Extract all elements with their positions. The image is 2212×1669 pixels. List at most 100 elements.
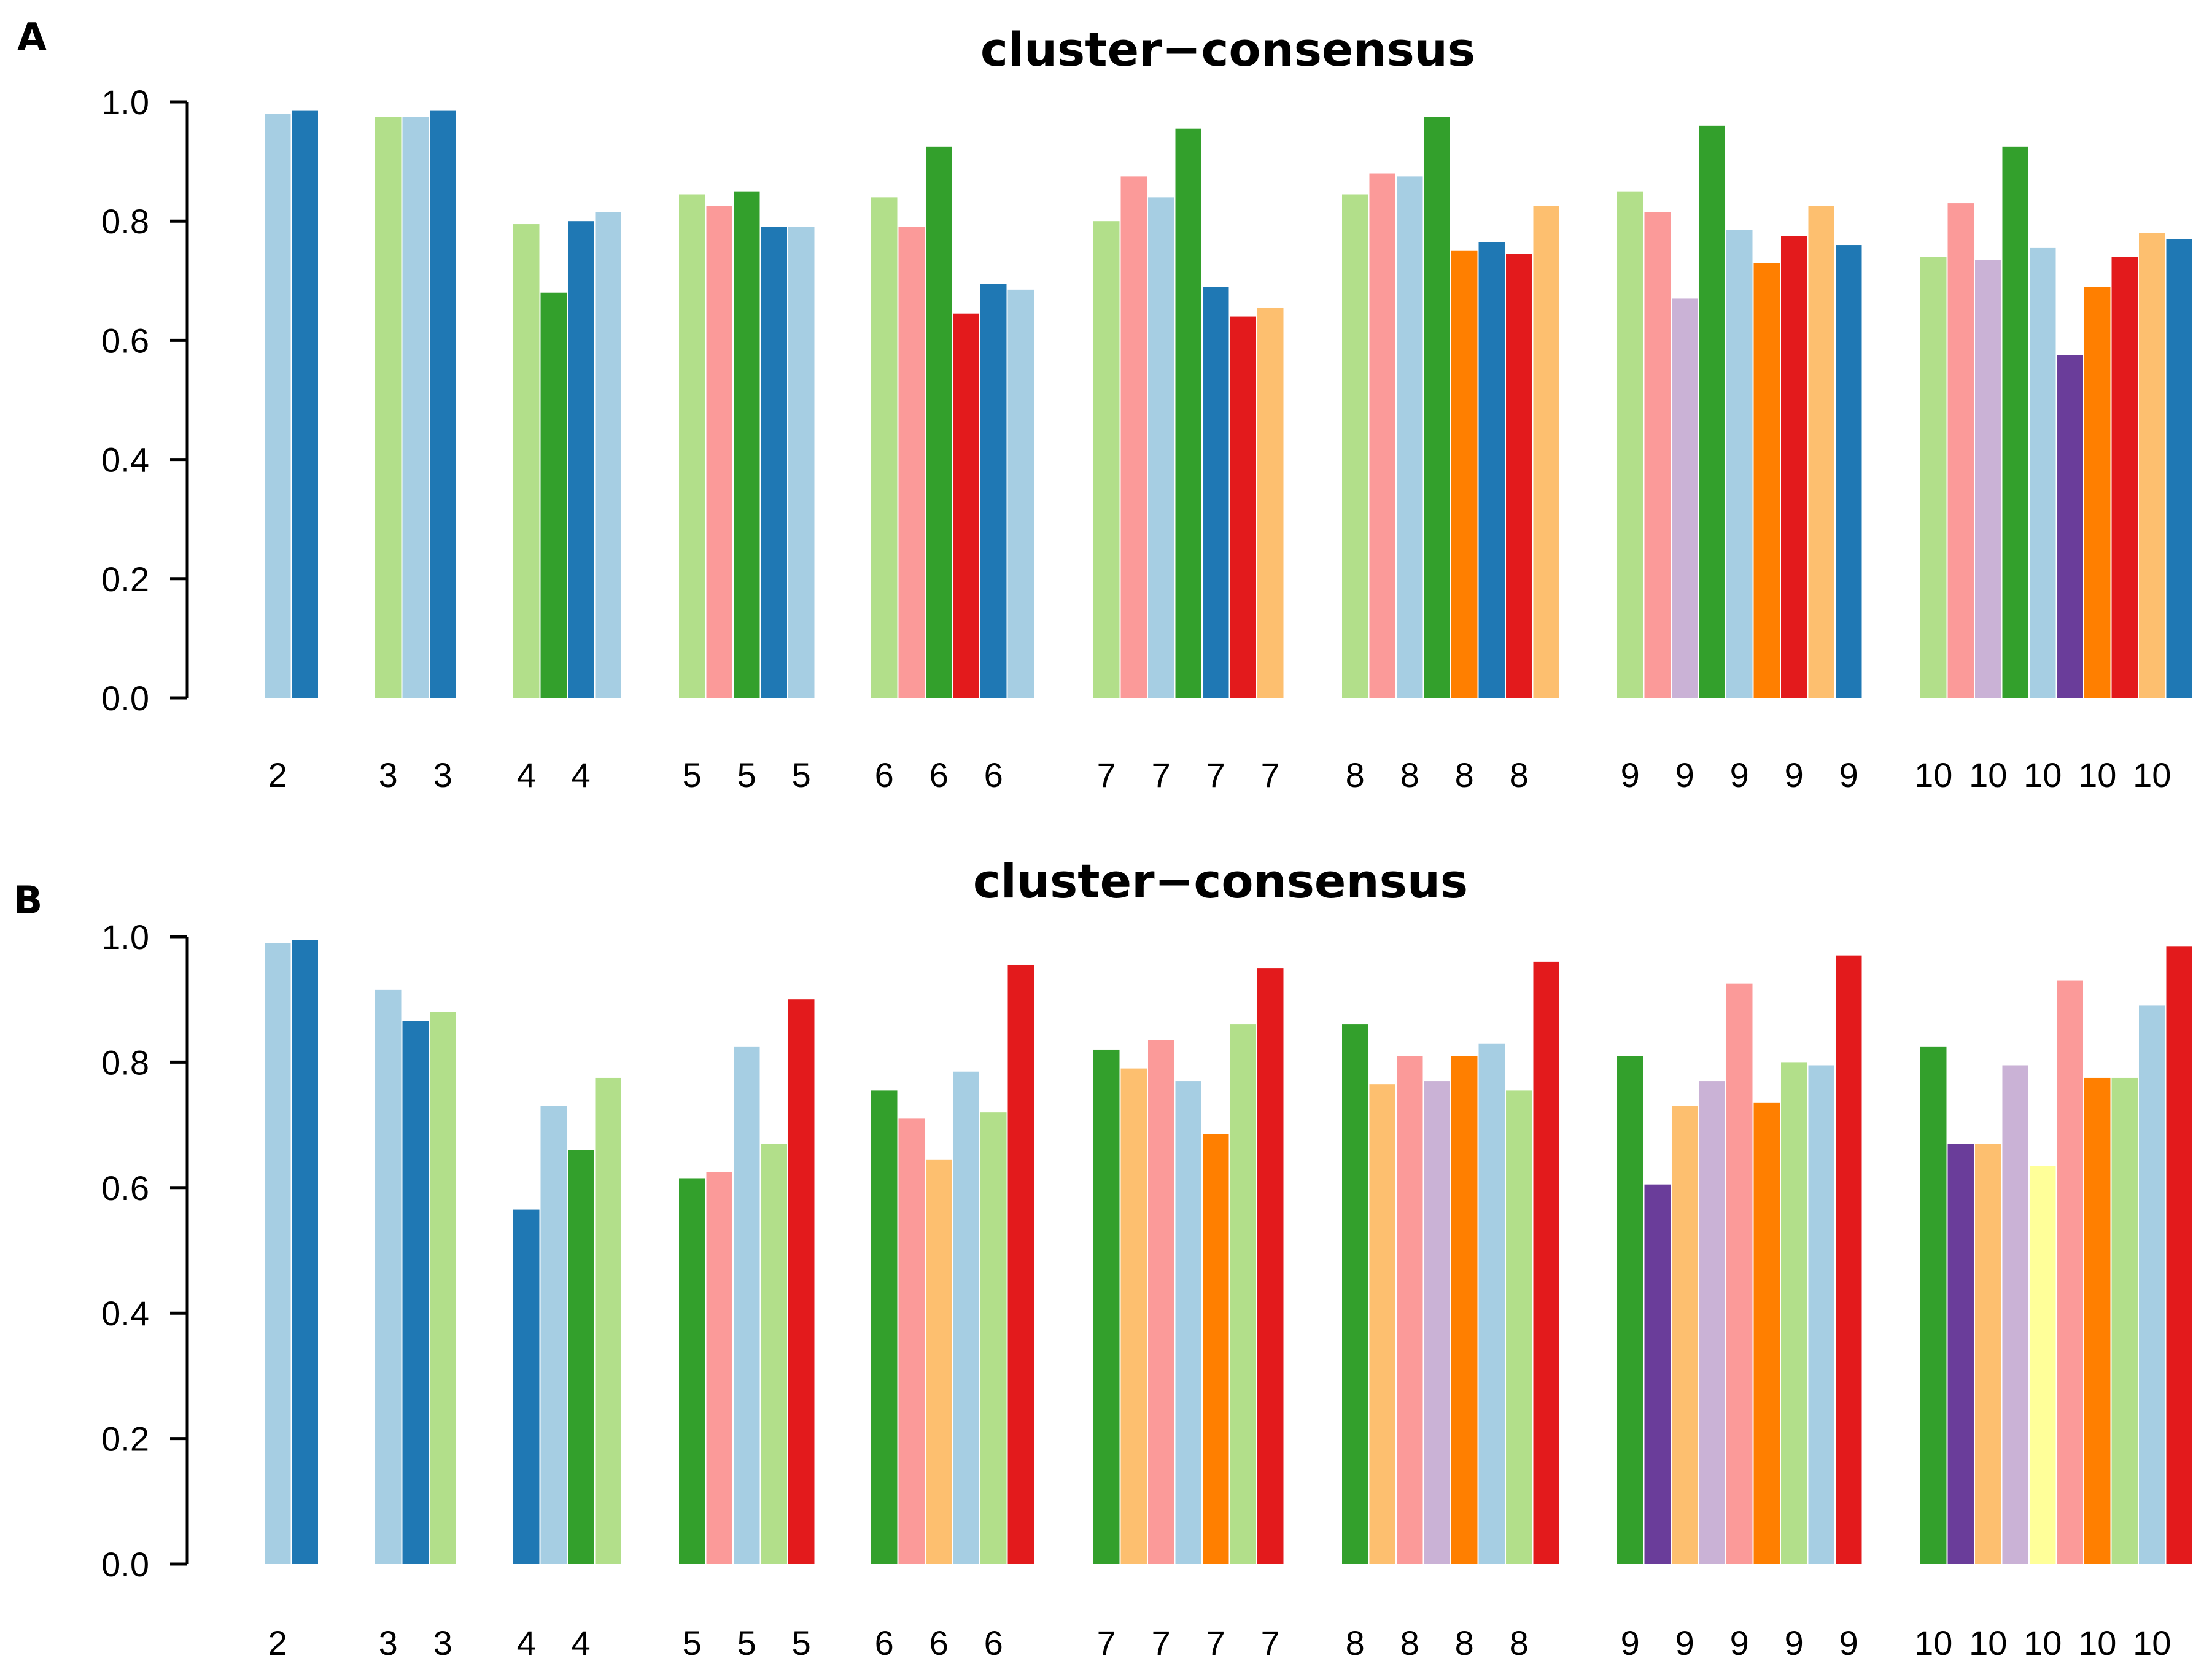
x-labels-b: 2 3 3 4 4 5 5 5 6 6 6 7 7 7 7 8 8 8 8 9 9 9 9 9 10 10 10 10 10: [268, 1624, 2171, 1662]
bar: [1644, 212, 1671, 698]
y-tick-label: 0.2: [101, 1420, 149, 1458]
bar: [2030, 1166, 2056, 1564]
bar: [1753, 263, 1780, 698]
bar: [430, 1012, 456, 1564]
bar: [1644, 1184, 1671, 1564]
x-tick-label: 2: [268, 1624, 287, 1662]
bar: [1672, 298, 1698, 698]
bar: [980, 284, 1007, 698]
bar: [734, 191, 760, 698]
x-tick-label: 7: [1206, 756, 1225, 794]
bar: [706, 1172, 732, 1564]
y-tick-label: 1.0: [101, 918, 149, 956]
bar: [980, 1112, 1007, 1564]
bar: [1369, 173, 1395, 698]
x-tick-label: 9: [1839, 1624, 1858, 1662]
bars-b: [265, 940, 2192, 1564]
bar: [1836, 955, 1862, 1564]
bar: [292, 110, 318, 698]
bar: [1093, 1049, 1120, 1564]
panel-label-b: B: [14, 878, 42, 923]
bar: [1672, 1106, 1698, 1564]
x-tick-label: 10: [1914, 1624, 1952, 1662]
bar: [265, 114, 291, 699]
x-tick-label: 10: [2133, 756, 2171, 794]
y-ticks-a: 0.0 0.2 0.4 0.6 0.8 1.0: [101, 83, 187, 718]
bar: [1753, 1102, 1780, 1564]
bar: [2084, 287, 2111, 698]
bar: [1007, 964, 1034, 1564]
y-tick-label: 1.0: [101, 83, 149, 122]
bar: [2030, 247, 2056, 698]
bar: [430, 110, 456, 698]
x-labels-a: 2 3 3 4 4 5 5 5 6 6 6 7 7 7 7 8 8 8 8 9 9 9 9 9 10 10 10 10 10: [268, 756, 2171, 794]
bar: [2057, 980, 2083, 1564]
bar: [1699, 125, 1725, 699]
bar: [1975, 260, 2001, 698]
x-tick-label: 5: [792, 756, 811, 794]
panel-b: B cluster−consensus 0.0 0.2 0.4 0.6 0.8 1.0 2…: [14, 854, 2192, 1662]
y-tick-label: 0.8: [101, 202, 149, 241]
bar: [1120, 1068, 1147, 1564]
bar: [1699, 1081, 1725, 1564]
x-tick-label: 7: [1261, 1624, 1280, 1662]
bar: [761, 1144, 787, 1564]
x-tick-label: 6: [984, 1624, 1003, 1662]
x-tick-label: 7: [1206, 1624, 1225, 1662]
x-tick-label: 5: [737, 1624, 756, 1662]
bar: [1808, 1065, 1834, 1564]
x-tick-label: 9: [1621, 756, 1640, 794]
x-tick-label: 4: [517, 1624, 536, 1662]
bar: [2002, 146, 2028, 698]
bar: [1533, 961, 1559, 1564]
bar: [2166, 946, 2192, 1564]
x-tick-label: 5: [683, 1624, 702, 1662]
x-tick-label: 10: [2078, 1624, 2116, 1662]
bar: [734, 1046, 760, 1564]
bar: [1230, 316, 1256, 698]
bar: [1975, 1144, 2001, 1564]
panel-a: A cluster−consensus 0.0 0.2 0.4 0.6 0.8 1.0 2…: [17, 15, 2192, 794]
x-tick-label: 7: [1261, 756, 1280, 794]
bar: [513, 1209, 540, 1564]
bar: [1257, 968, 1284, 1564]
x-tick-label: 7: [1097, 756, 1116, 794]
x-tick-label: 9: [1730, 756, 1749, 794]
bar: [375, 117, 402, 698]
y-tick-label: 0.2: [101, 560, 149, 598]
bar: [540, 292, 567, 699]
y-tick-label: 0.8: [101, 1043, 149, 1082]
bar: [402, 117, 429, 698]
bar: [1533, 206, 1559, 698]
x-tick-label: 6: [984, 756, 1003, 794]
x-tick-label: 6: [929, 756, 949, 794]
bar: [2139, 1005, 2165, 1564]
x-tick-label: 8: [1400, 1624, 1419, 1662]
x-tick-label: 10: [2024, 756, 2062, 794]
bar: [1175, 1081, 1201, 1564]
x-tick-label: 9: [1675, 1624, 1694, 1662]
bar: [1726, 983, 1753, 1564]
x-tick-label: 8: [1346, 1624, 1365, 1662]
bars-a: [265, 110, 2192, 699]
bar: [926, 146, 952, 698]
x-tick-label: 8: [1346, 756, 1365, 794]
bar: [1230, 1024, 1256, 1564]
x-tick-label: 8: [1400, 756, 1419, 794]
y-ticks-b: 0.0 0.2 0.4 0.6 0.8 1.0: [101, 918, 187, 1584]
x-tick-label: 8: [1455, 756, 1474, 794]
bar: [1947, 203, 1974, 698]
bar: [1203, 287, 1229, 698]
bar: [1148, 1040, 1174, 1564]
bar: [568, 221, 594, 698]
bar: [1342, 194, 1368, 698]
bar: [2002, 1065, 2028, 1564]
bar: [2057, 355, 2083, 698]
bar: [2166, 239, 2192, 699]
x-tick-label: 5: [683, 756, 702, 794]
x-tick-label: 5: [737, 756, 756, 794]
x-tick-label: 9: [1785, 756, 1804, 794]
bar: [1808, 206, 1834, 698]
bar: [1451, 250, 1478, 698]
bar: [1397, 176, 1423, 698]
